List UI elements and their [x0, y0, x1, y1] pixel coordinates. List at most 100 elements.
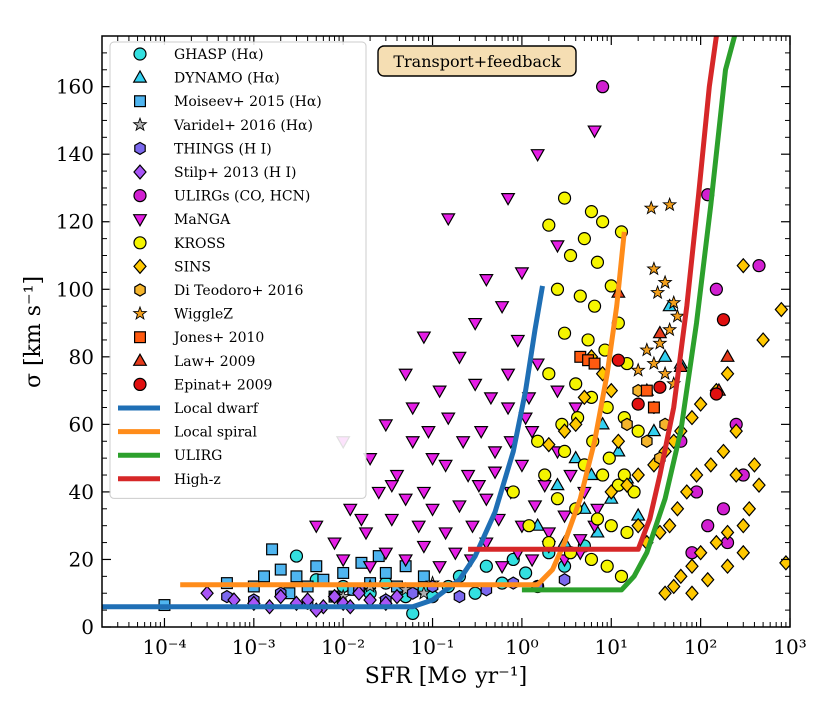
- data-point: [550, 282, 565, 296]
- data-point: [524, 426, 540, 439]
- x-tick-label: 10¹: [595, 635, 628, 659]
- data-point: [514, 267, 530, 281]
- data-point: [289, 549, 304, 563]
- legend: GHASP (Hα) DYNAMO (Hα) Moiseev+ 2015 (Hα) V…: [109, 41, 367, 499]
- data-point: [389, 469, 405, 483]
- legend-entry: SINS: [133, 258, 211, 275]
- legend-entry: ULIRG: [118, 448, 222, 464]
- data-point: [467, 378, 483, 392]
- data-point: [747, 457, 762, 473]
- x-tick-label: 10⁻³: [232, 635, 276, 659]
- data-point: [494, 301, 510, 314]
- data-point: [563, 469, 578, 483]
- annotation-background: [377, 45, 577, 77]
- data-point: [611, 353, 625, 367]
- data-point: [652, 335, 668, 350]
- series-epinat-2009: [611, 313, 731, 411]
- data-point: [530, 358, 545, 372]
- y-tick-label: 60: [69, 412, 94, 436]
- data-point: [473, 426, 489, 439]
- data-point: [584, 552, 599, 567]
- data-point: [440, 412, 456, 426]
- legend-entry: DYNAMO (Hα): [132, 69, 280, 87]
- y-axis-title: σ [km s⁻¹]: [21, 276, 46, 388]
- data-point: [541, 527, 557, 541]
- series-kross: [506, 191, 645, 583]
- data-point: [729, 467, 743, 483]
- data-point: [662, 517, 677, 534]
- data-point: [542, 436, 556, 453]
- legend-label: Jones+ 2010: [172, 330, 264, 346]
- data-point: [602, 451, 616, 465]
- data-point: [720, 349, 735, 362]
- data-point: [455, 436, 471, 450]
- data-point: [709, 534, 724, 551]
- legend-marker: [133, 164, 147, 180]
- data-point: [774, 301, 789, 318]
- data-point: [646, 355, 662, 370]
- data-point: [308, 520, 324, 534]
- data-point: [390, 588, 404, 605]
- data-point: [483, 392, 499, 406]
- data-point: [378, 419, 394, 433]
- x-axis-title: SFR [M⊙ yr⁻¹]: [365, 664, 527, 689]
- legend-entry: Law+ 2009: [132, 352, 255, 370]
- data-point: [487, 466, 503, 480]
- data-point: [398, 554, 413, 568]
- data-point: [568, 450, 584, 464]
- data-point: [273, 588, 288, 605]
- legend-marker: [132, 69, 148, 83]
- data-point: [558, 573, 571, 587]
- data-points: [158, 80, 790, 621]
- legend-label: GHASP (Hα): [174, 47, 264, 63]
- series-wigglez: [630, 196, 685, 391]
- legend-marker: [134, 95, 147, 108]
- data-point: [572, 534, 588, 548]
- legend-marker: [133, 47, 147, 61]
- data-point: [685, 585, 699, 602]
- data-point: [479, 559, 493, 573]
- data-point: [685, 558, 699, 575]
- y-tick-label: 40: [69, 480, 94, 504]
- data-point: [604, 519, 618, 533]
- data-point: [550, 477, 565, 491]
- legend-label: Di Teodoro+ 2016: [174, 283, 304, 299]
- data-point: [742, 500, 757, 517]
- legend-label: THINGS (H I): [174, 141, 272, 157]
- data-point: [416, 585, 432, 600]
- data-point: [500, 368, 516, 382]
- data-point: [720, 558, 735, 575]
- legend-entry: High-z: [118, 472, 221, 488]
- legend-frame: [109, 41, 367, 499]
- data-point: [432, 561, 447, 575]
- data-point: [467, 317, 483, 331]
- data-point: [405, 436, 421, 450]
- data-point: [550, 385, 565, 399]
- data-point: [371, 486, 387, 500]
- data-point: [573, 289, 587, 303]
- data-point: [752, 259, 766, 273]
- data-point: [600, 559, 614, 573]
- y-tick-label: 100: [56, 277, 94, 301]
- data-point: [631, 517, 645, 534]
- legend-marker: [134, 331, 147, 344]
- data-point: [500, 193, 516, 206]
- data-point: [406, 606, 420, 621]
- data-point: [611, 433, 626, 450]
- model-curve-local-dwarf: [102, 285, 545, 610]
- data-point: [358, 527, 374, 541]
- data-point: [479, 274, 494, 287]
- legend-entry: Moiseev+ 2015 (Hα): [134, 94, 322, 110]
- data-point: [596, 215, 610, 229]
- data-point: [471, 480, 487, 493]
- data-point: [736, 257, 751, 274]
- data-point: [465, 520, 480, 534]
- data-point: [432, 385, 447, 399]
- data-point: [604, 382, 619, 399]
- data-point: [342, 503, 358, 517]
- data-point: [657, 365, 673, 381]
- legend-label: DYNAMO (Hα): [174, 71, 280, 87]
- data-point: [590, 255, 605, 269]
- legend-label: High-z: [174, 472, 221, 488]
- data-point: [337, 566, 350, 579]
